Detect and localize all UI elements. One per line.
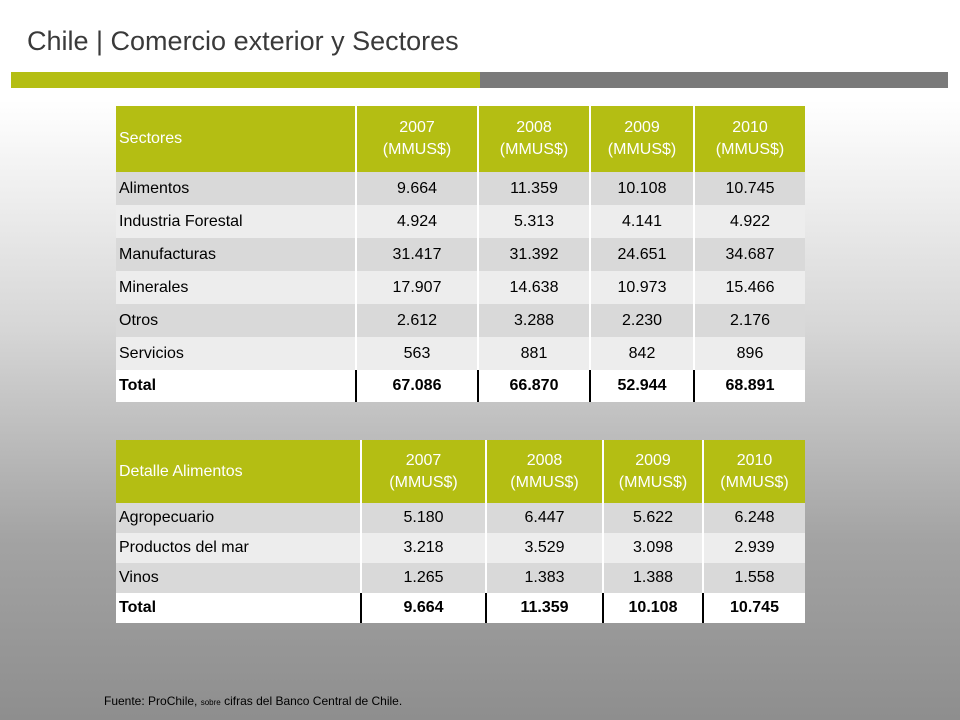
sector-name: Otros [116,304,357,337]
header-cell: 2007 (MMUS$) [361,440,487,503]
table-row: Vinos 1.265 1.383 1.388 1.558 [116,563,805,593]
item-name: Agropecuario [116,503,362,533]
table-cell: 6.248 [703,503,805,533]
sector-name: Manufacturas [116,238,357,271]
header-cell: Sectores [116,106,357,172]
source-prefix: Fuente: ProChile, [104,694,198,708]
table-cell: 4.924 [356,205,479,238]
table-cell: 5.622 [603,503,704,533]
header-cell: 2009 (MMUS$) [603,440,704,503]
sector-name: Industria Forestal [116,205,357,238]
total-cell: 10.108 [603,593,704,623]
table-cell: 881 [478,337,591,370]
table-row: Minerales 17.907 14.638 10.973 15.466 [116,271,805,304]
source-note: Fuente: ProChile, sobre cifras del Banco… [104,694,402,708]
sectores-table: Sectores 2007 (MMUS$) 2008 (MMUS$) 2009 … [116,106,805,402]
header-cell: 2007 (MMUS$) [356,106,479,172]
total-label: Total [116,370,357,402]
table-cell: 6.447 [486,503,604,533]
table-cell: 15.466 [694,271,805,304]
page-title: Chile | Comercio exterior y Sectores [27,26,459,56]
table-cell: 1.388 [603,563,704,593]
table-cell: 14.638 [478,271,591,304]
total-row: Total 9.664 11.359 10.108 10.745 [116,593,805,623]
table-cell: 24.651 [590,238,695,271]
total-cell: 66.870 [478,370,591,402]
table-row: Productos del mar 3.218 3.529 3.098 2.93… [116,533,805,563]
item-name: Productos del mar [116,533,362,563]
title-gray-bar [480,72,948,88]
table-cell: 842 [590,337,695,370]
table-cell: 4.141 [590,205,695,238]
total-label: Total [116,593,362,623]
item-name: Vinos [116,563,362,593]
table-cell: 17.907 [356,271,479,304]
header-cell: 2009 (MMUS$) [590,106,695,172]
sector-name: Minerales [116,271,357,304]
total-cell: 9.664 [361,593,487,623]
table-cell: 1.383 [486,563,604,593]
table-cell: 2.176 [694,304,805,337]
table-header-row: Detalle Alimentos 2007 (MMUS$) 2008 (MMU… [116,440,805,503]
table-header-row: Sectores 2007 (MMUS$) 2008 (MMUS$) 2009 … [116,106,805,172]
detalle-alimentos-table: Detalle Alimentos 2007 (MMUS$) 2008 (MMU… [116,440,805,623]
table-cell: 3.098 [603,533,704,563]
source-small-word: sobre [200,698,221,707]
title-accent-bar [11,72,480,88]
table-cell: 4.922 [694,205,805,238]
table-cell: 10.973 [590,271,695,304]
table-cell: 1.265 [361,563,487,593]
table-cell: 11.359 [478,172,591,205]
table-cell: 5.313 [478,205,591,238]
table-row: Alimentos 9.664 11.359 10.108 10.745 [116,172,805,205]
total-cell: 52.944 [590,370,695,402]
table-cell: 10.745 [694,172,805,205]
sector-name: Servicios [116,337,357,370]
table-cell: 2.230 [590,304,695,337]
total-row: Total 67.086 66.870 52.944 68.891 [116,370,805,402]
header-cell: Detalle Alimentos [116,440,362,503]
table-cell: 34.687 [694,238,805,271]
table-row: Servicios 563 881 842 896 [116,337,805,370]
total-cell: 68.891 [694,370,805,402]
table-row: Agropecuario 5.180 6.447 5.622 6.248 [116,503,805,533]
table-cell: 563 [356,337,479,370]
total-cell: 10.745 [703,593,805,623]
table-row: Industria Forestal 4.924 5.313 4.141 4.9… [116,205,805,238]
table-cell: 3.218 [361,533,487,563]
table-cell: 9.664 [356,172,479,205]
sector-name: Alimentos [116,172,357,205]
total-cell: 11.359 [486,593,604,623]
table-cell: 2.939 [703,533,805,563]
table-cell: 31.392 [478,238,591,271]
table-cell: 1.558 [703,563,805,593]
table-cell: 5.180 [361,503,487,533]
source-suffix: cifras del Banco Central de Chile. [224,694,403,708]
header-cell: 2010 (MMUS$) [703,440,805,503]
table-row: Manufacturas 31.417 31.392 24.651 34.687 [116,238,805,271]
table-cell: 3.288 [478,304,591,337]
table-cell: 2.612 [356,304,479,337]
table-cell: 10.108 [590,172,695,205]
table-cell: 3.529 [486,533,604,563]
table-cell: 31.417 [356,238,479,271]
table-row: Otros 2.612 3.288 2.230 2.176 [116,304,805,337]
table-cell: 896 [694,337,805,370]
total-cell: 67.086 [356,370,479,402]
header-cell: 2008 (MMUS$) [486,440,604,503]
header-cell: 2008 (MMUS$) [478,106,591,172]
header-cell: 2010 (MMUS$) [694,106,805,172]
